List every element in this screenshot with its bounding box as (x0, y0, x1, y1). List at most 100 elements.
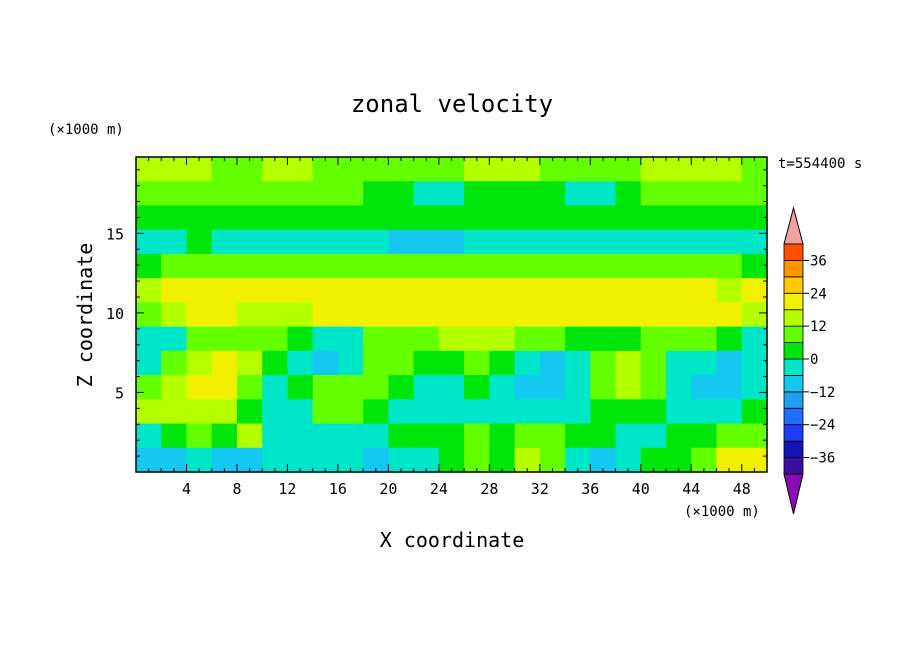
colorbar-tick-label: −24 (810, 418, 835, 434)
field-cell (262, 302, 289, 328)
y-unit-label: (×1000 m) (48, 122, 124, 138)
field-cell (236, 399, 263, 425)
field-cell (640, 399, 667, 425)
field-cell (236, 229, 263, 255)
x-tick-label: 32 (531, 480, 549, 498)
field-cell (211, 302, 238, 328)
field-cell (262, 278, 289, 303)
field-cell (161, 423, 188, 449)
field-cell (312, 423, 339, 449)
field-cell (691, 157, 718, 182)
field-cell (489, 157, 516, 182)
field-cell (161, 278, 188, 303)
field-cell (741, 375, 768, 400)
field-cell (438, 399, 465, 425)
colorbar-segment (783, 276, 804, 294)
field-cell (489, 399, 516, 425)
field-cell (489, 205, 516, 231)
x-tick-label: 28 (480, 480, 498, 498)
field-cell (438, 375, 465, 400)
field-cell (363, 375, 389, 400)
field-cell (438, 278, 465, 303)
field-cell (666, 350, 692, 376)
field-cell (287, 302, 314, 328)
field-cell (363, 253, 389, 279)
field-cell (741, 253, 768, 279)
field-cell (161, 205, 188, 231)
field-cell (136, 302, 162, 328)
field-cell (287, 375, 314, 400)
field-cell (363, 278, 389, 303)
field-cell (615, 302, 642, 328)
field-cell (464, 278, 490, 303)
field-cell (666, 205, 692, 231)
field-cell (691, 423, 718, 449)
field-cell (312, 326, 339, 352)
field-cell (136, 181, 162, 207)
field-cell (236, 326, 263, 352)
field-cell (312, 375, 339, 400)
field-cell (211, 375, 238, 400)
field-cell (388, 181, 415, 207)
field-cell (363, 181, 389, 207)
field-cell (287, 205, 314, 231)
x-tick-label: 36 (581, 480, 599, 498)
field-cell (363, 326, 389, 352)
field-cell (489, 181, 516, 207)
field-cell (741, 302, 768, 328)
field-cell (186, 205, 213, 231)
field-cell (565, 253, 591, 279)
field-cell (363, 302, 389, 328)
field-cell (186, 399, 213, 425)
field-cell (136, 399, 162, 425)
field-cell (161, 302, 188, 328)
field-cell (211, 350, 238, 376)
field-cell (388, 302, 415, 328)
field-cell (539, 399, 566, 425)
field-cell (615, 399, 642, 425)
field-cell (489, 423, 516, 449)
field-cell (464, 229, 490, 255)
field-cell (186, 302, 213, 328)
field-cell (640, 253, 667, 279)
field-cell (236, 205, 263, 231)
field-cell (539, 302, 566, 328)
field-cell (514, 423, 541, 449)
field-cell (236, 181, 263, 207)
field-cell (539, 181, 566, 207)
field-cell (262, 253, 289, 279)
field-cell (186, 375, 213, 400)
field-cell (186, 423, 213, 449)
field-cell (337, 350, 364, 376)
field-cell (666, 399, 692, 425)
contour-plot-area (135, 156, 768, 473)
field-cell (539, 253, 566, 279)
field-cell (161, 181, 188, 207)
field-cell (337, 423, 364, 449)
field-cell (262, 350, 289, 376)
field-cell (640, 157, 667, 182)
field-cell (514, 205, 541, 231)
colorbar-segment (783, 424, 804, 442)
field-cell (413, 253, 440, 279)
field-cell (590, 253, 617, 279)
field-cell (489, 229, 516, 255)
field-cell (716, 157, 743, 182)
field-cell (337, 326, 364, 352)
field-cell (489, 350, 516, 376)
field-cell (666, 302, 692, 328)
field-cell (640, 205, 667, 231)
field-cell (413, 229, 440, 255)
field-cell (337, 375, 364, 400)
colorbar-tick-label: 24 (810, 286, 827, 302)
field-cell (388, 205, 415, 231)
field-cell (666, 278, 692, 303)
field-cell (262, 205, 289, 231)
field-cell (363, 399, 389, 425)
field-cell (337, 205, 364, 231)
axis-ticks (136, 157, 767, 472)
field-cell (287, 423, 314, 449)
field-cell (287, 229, 314, 255)
field-cell (337, 302, 364, 328)
field-cell (363, 423, 389, 449)
